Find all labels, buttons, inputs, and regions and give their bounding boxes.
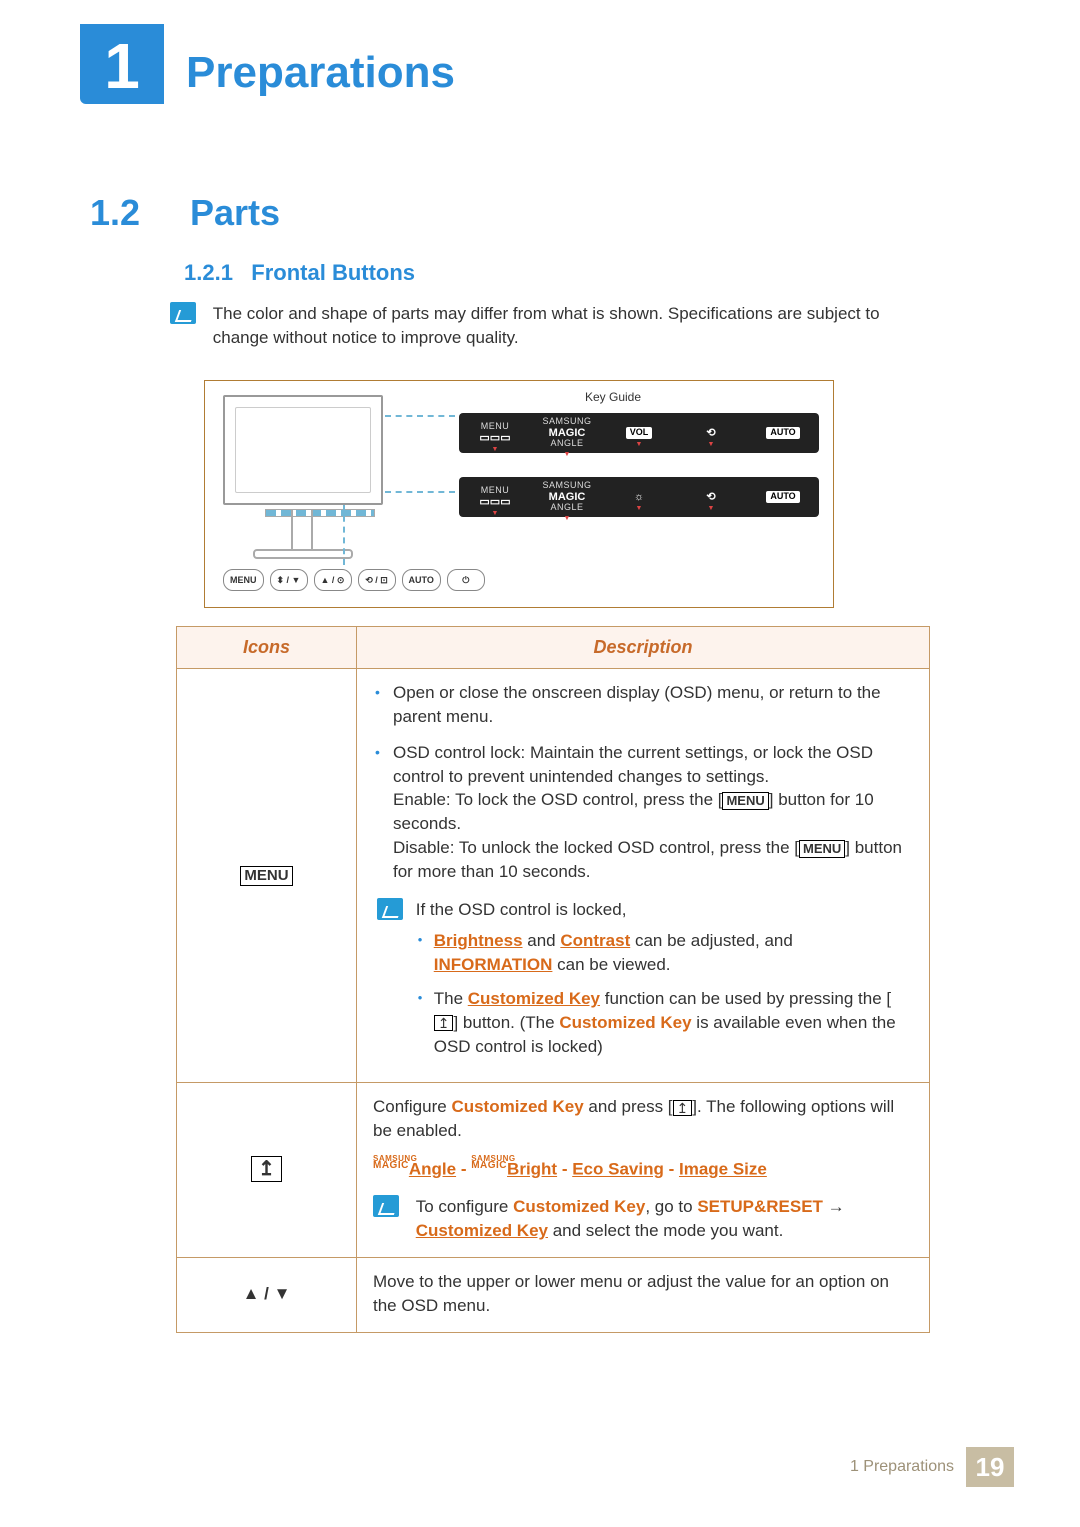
subsection-heading: 1.2.1 Frontal Buttons [184,258,415,289]
magic-bright: SAMSUNGMAGICBright [471,1157,557,1177]
phys-return: ⟲ / ⊡ [358,569,396,591]
custom-tip: To configure Customized Key, go to SETUP… [373,1195,913,1243]
note-icon [377,898,403,920]
custom-key-icon: ↥ [251,1156,282,1182]
kg-vol: VOL [603,427,675,439]
monitor-outline [223,395,383,505]
table-header-row: Icons Description [177,627,930,669]
icon-cell-updown: ▲ / ▼ [177,1257,357,1332]
monitor-stand [291,509,313,551]
kg-magic-angle: SAMSUNGMAGICANGLE [531,417,603,449]
menu-key-icon: MENU [799,840,845,858]
subnote-lead: If the OSD control is locked, [416,900,627,919]
custom-tip-body: To configure Customized Key, go to SETUP… [416,1195,896,1243]
eco-saving: Eco Saving [572,1160,664,1179]
physical-buttons: MENU ⬍ / ▼ ▲ / ⊙ ⟲ / ⊡ AUTO ⏻ [223,569,485,591]
osd-keybar-1: MENU▭▭▭ SAMSUNGMAGICANGLE VOL ⟲ AUTO [459,413,819,453]
menu-desc-list: Open or close the onscreen display (OSD)… [373,681,913,883]
intro-note: The color and shape of parts may differ … [170,302,930,350]
custom-options: SAMSUNGMAGICAngle - SAMSUNGMAGICBright -… [373,1157,913,1181]
monitor-screen [235,407,371,493]
table-row-menu: MENU Open or close the onscreen display … [177,669,930,1083]
subnote-list: Brightness and Contrast can be adjusted,… [416,929,896,1058]
custom-desc-1: Configure Customized Key and press [↥]. … [373,1095,913,1143]
phys-menu: MENU [223,569,264,591]
table-row-updown: ▲ / ▼ Move to the upper or lower menu or… [177,1257,930,1332]
desc-cell-menu: Open or close the onscreen display (OSD)… [357,669,930,1083]
phys-power: ⏻ [447,569,485,591]
menu-icon: MENU [240,866,292,886]
kg-return: ⟲ [675,491,747,503]
subnote-body: If the OSD control is locked, Brightness… [416,898,896,1069]
page-footer: 1 Preparations 19 [850,1447,1014,1487]
phys-up: ▲ / ⊙ [314,569,352,591]
menu-desc-1: Open or close the onscreen display (OSD)… [393,681,913,729]
th-icons: Icons [177,627,357,669]
kg-auto: AUTO [747,491,819,503]
osd-keybar-2: MENU▭▭▭ SAMSUNGMAGICANGLE ☼ ⟲ AUTO [459,477,819,517]
monitor-base [253,549,353,559]
menu-desc-2: OSD control lock: Maintain the current s… [393,741,913,884]
subsection-title: Frontal Buttons [251,260,415,285]
dash-line [343,505,345,565]
kg-auto: AUTO [747,427,819,439]
subsection-number: 1.2.1 [184,260,233,285]
section-number: 1.2 [90,188,190,238]
kg-return: ⟲ [675,427,747,439]
section-title: Parts [190,188,280,238]
phys-down: ⬍ / ▼ [270,569,308,591]
desc-cell-custom: Configure Customized Key and press [↥]. … [357,1083,930,1258]
footer-chapter-label: 1 Preparations [850,1456,954,1478]
footer-page-number: 19 [966,1447,1014,1487]
dash-line [385,415,455,417]
note-text: The color and shape of parts may differ … [213,302,923,350]
magic-angle: SAMSUNGMAGICAngle [373,1157,456,1177]
menu-subnote: If the OSD control is locked, Brightness… [377,898,913,1069]
image-size: Image Size [679,1160,767,1179]
th-description: Description [357,627,930,669]
diagram: Key Guide MENU▭▭▭ SAMSUNGMAGICANGLE VOL … [204,380,834,608]
icon-cell-menu: MENU [177,669,357,1083]
chapter-title: Preparations [164,28,455,104]
icons-table: Icons Description MENU Open or close the… [176,626,930,1333]
key-guide-label: Key Guide [585,389,641,406]
phys-auto: AUTO [402,569,441,591]
section-heading: 1.2 Parts [90,188,280,238]
menu-key-icon: MENU [722,792,768,810]
custom-key-icon: ↥ [673,1100,693,1116]
chapter-header: 1 Preparations [80,28,455,104]
subnote-item-1: Brightness and Contrast can be adjusted,… [434,929,896,977]
custom-key-icon: ↥ [434,1015,454,1031]
desc-cell-updown: Move to the upper or lower menu or adjus… [357,1257,930,1332]
kg-menu: MENU▭▭▭ [459,422,531,444]
icon-cell-custom: ↥ [177,1083,357,1258]
dash-line [385,491,455,493]
table-row-custom-key: ↥ Configure Customized Key and press [↥]… [177,1083,930,1258]
note-icon [373,1195,399,1217]
kg-magic-angle: SAMSUNGMAGICANGLE [531,481,603,513]
subnote-item-2: The Customized Key function can be used … [434,987,896,1058]
note-icon [170,302,196,324]
kg-brightness: ☼ [603,491,675,503]
chapter-number: 1 [80,28,164,104]
monitor-button-strip [265,509,375,517]
kg-menu: MENU▭▭▭ [459,486,531,508]
